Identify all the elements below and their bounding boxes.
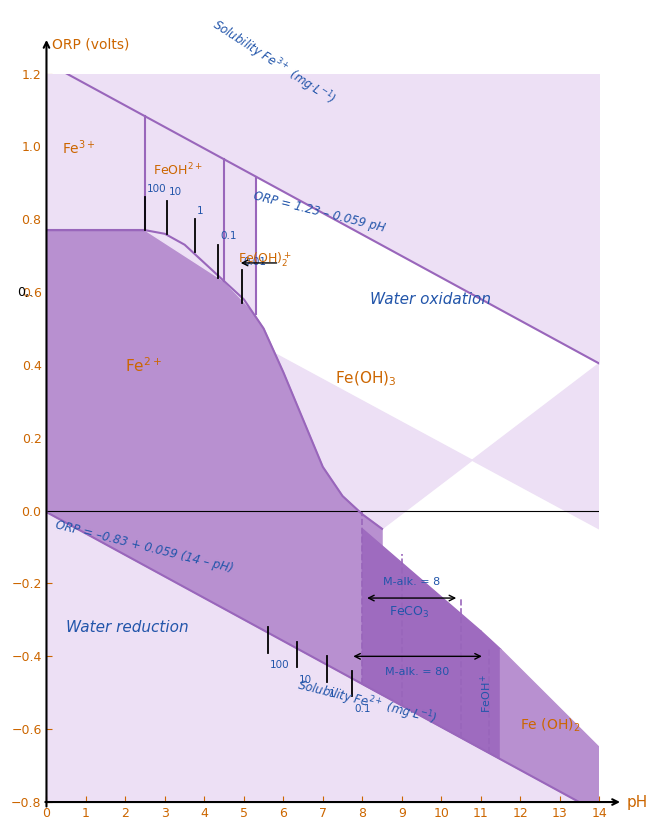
Text: Solubility Fe$^{2+}$ (mg·L$^{-1}$): Solubility Fe$^{2+}$ (mg·L$^{-1}$) xyxy=(295,676,439,729)
Text: 0.1: 0.1 xyxy=(354,704,371,714)
Text: 100: 100 xyxy=(269,660,289,670)
Text: FeOH$^{2+}$: FeOH$^{2+}$ xyxy=(153,162,203,179)
Text: 0.1: 0.1 xyxy=(220,231,237,241)
Text: M-alk. = 8: M-alk. = 8 xyxy=(383,577,440,588)
Text: 0,.: 0,. xyxy=(16,286,33,298)
Text: Fe$^{3+}$: Fe$^{3+}$ xyxy=(62,138,96,157)
Polygon shape xyxy=(47,230,599,529)
Text: 0.01: 0.01 xyxy=(244,257,267,267)
Text: ORP = 1.23 – 0.059 pH: ORP = 1.23 – 0.059 pH xyxy=(252,189,386,234)
Polygon shape xyxy=(145,116,224,281)
Text: 100: 100 xyxy=(147,184,167,194)
Text: 1: 1 xyxy=(328,689,335,699)
Polygon shape xyxy=(47,62,145,230)
Text: FeOH$^+$: FeOH$^+$ xyxy=(479,673,494,712)
Text: Fe (OH)$_2$: Fe (OH)$_2$ xyxy=(520,716,581,734)
Polygon shape xyxy=(481,631,501,760)
Text: 10: 10 xyxy=(169,187,182,198)
Text: Fe(OH)$_3$: Fe(OH)$_3$ xyxy=(334,370,396,388)
Text: pH: pH xyxy=(627,794,648,809)
Text: Water reduction: Water reduction xyxy=(66,620,189,635)
Polygon shape xyxy=(362,529,481,749)
Text: Water oxidation: Water oxidation xyxy=(370,292,491,307)
Text: Solubility Fe$^{3+}$ (mg·L$^{-1}$): Solubility Fe$^{3+}$ (mg·L$^{-1}$) xyxy=(208,16,339,110)
Polygon shape xyxy=(224,160,256,314)
Polygon shape xyxy=(501,649,599,813)
Text: ORP (volts): ORP (volts) xyxy=(53,37,130,52)
Text: Fe(OH)$_2^+$: Fe(OH)$_2^+$ xyxy=(238,250,292,269)
Text: M-alk. = 80: M-alk. = 80 xyxy=(386,667,449,677)
Text: FeCO$_3$: FeCO$_3$ xyxy=(390,605,430,620)
Polygon shape xyxy=(47,230,382,695)
Text: 10: 10 xyxy=(299,675,312,685)
Text: Fe$^{2+}$: Fe$^{2+}$ xyxy=(125,356,162,376)
Text: 1: 1 xyxy=(196,205,203,215)
Text: ORP = –0.83 + 0.059 (14 – pH): ORP = –0.83 + 0.059 (14 – pH) xyxy=(55,519,235,576)
